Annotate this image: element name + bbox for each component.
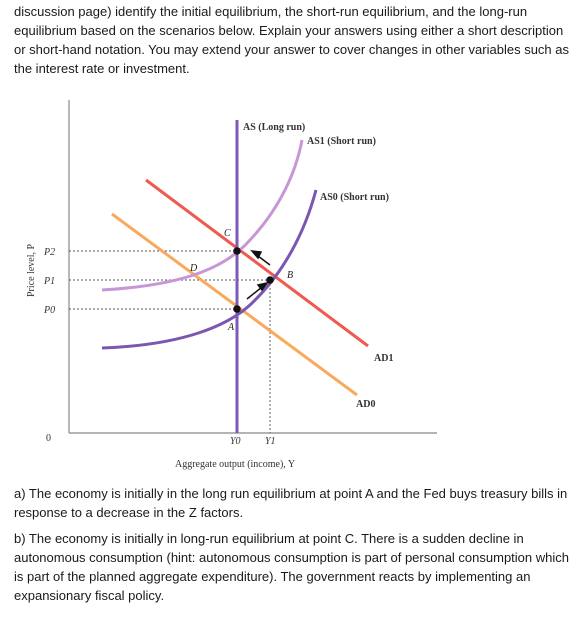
tick-y1: Y1 (265, 436, 276, 447)
tick-p0: P0 (43, 305, 55, 316)
movement-arrows (246, 250, 271, 300)
as0-short-run-label: AS0 (Short run) (320, 192, 389, 203)
tick-p2: P2 (43, 247, 55, 258)
question-b: b) The economy is initially in long-run … (14, 531, 569, 603)
as1-short-run-curve (101, 139, 304, 292)
question-a: a) The economy is initially in the long … (14, 486, 568, 520)
point-c-label: C (224, 228, 231, 239)
point-a-label: A (227, 322, 235, 333)
point-b-dot (266, 276, 274, 284)
tick-y0: Y0 (230, 436, 241, 447)
x-axis-title: Aggregate output (income), Y (175, 459, 295, 470)
as0-short-run-curve (101, 189, 318, 350)
point-a-dot (233, 305, 241, 313)
intro-paragraph: discussion page) identify the initial eq… (14, 4, 569, 76)
as-long-run-label: AS (Long run) (243, 122, 305, 133)
ad0-label: AD0 (356, 399, 375, 410)
tick-p1: P1 (43, 276, 55, 287)
as1-short-run-label: AS1 (Short run) (307, 136, 376, 147)
point-b-label: B (287, 270, 293, 281)
ad1-label: AD1 (374, 353, 393, 364)
point-c-dot (233, 247, 241, 255)
y-axis-title: Price level, P (26, 244, 37, 297)
point-d-label: D (189, 263, 198, 274)
as-ad-diagram: A B C D AS (Long run) AS1 (Short run) AS… (26, 100, 437, 470)
ad1-curve (145, 178, 369, 348)
ad0-curve (111, 212, 358, 397)
origin-label: 0 (46, 433, 51, 444)
